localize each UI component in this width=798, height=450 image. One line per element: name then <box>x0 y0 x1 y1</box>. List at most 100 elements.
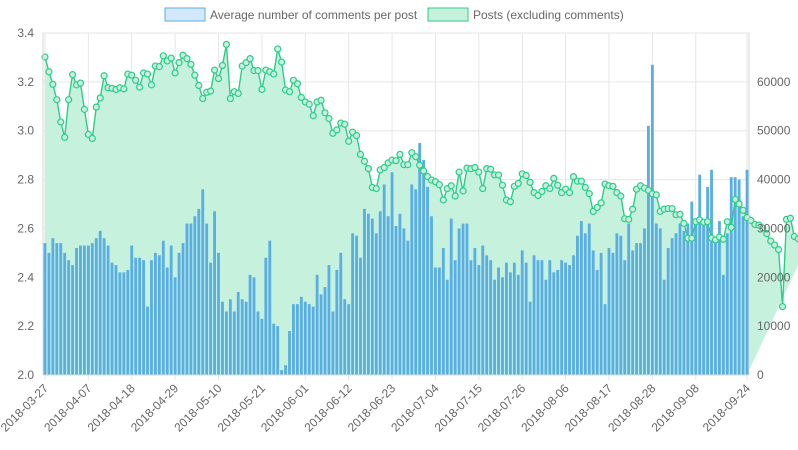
posts-point <box>128 71 136 79</box>
posts-point <box>416 161 424 169</box>
comments-bar <box>63 252 67 375</box>
comments-bar <box>556 269 560 375</box>
comments-bar <box>422 160 426 375</box>
comments-bar <box>714 238 717 375</box>
comments-bar <box>591 250 595 375</box>
y-left-tick-label: 2.6 <box>17 221 34 235</box>
comments-bar <box>654 223 658 375</box>
comments-bar <box>414 189 418 375</box>
comments-bar <box>110 262 114 375</box>
posts-point <box>88 134 96 143</box>
posts-point <box>45 68 53 76</box>
posts-point <box>147 81 156 89</box>
comments-bar <box>284 365 287 375</box>
comments-bar <box>94 238 98 375</box>
posts-point <box>199 94 207 103</box>
comments-bar <box>122 272 126 375</box>
posts-point <box>325 114 333 123</box>
comments-bar <box>505 262 508 375</box>
comments-bar <box>619 235 623 375</box>
comments-bar <box>75 247 78 375</box>
comments-bar <box>516 274 520 375</box>
posts-point <box>404 161 412 169</box>
comments-bar <box>205 223 209 375</box>
posts-point <box>723 218 731 226</box>
posts-point <box>372 185 380 193</box>
comments-bar <box>599 252 603 375</box>
legend-item-comments[interactable]: Average number of comments per post <box>164 7 418 22</box>
legend-label: Posts (excluding comments) <box>473 8 624 22</box>
posts-point <box>609 182 617 190</box>
comments-bar <box>150 260 153 375</box>
comments-bar <box>363 208 366 375</box>
posts-point <box>76 79 85 87</box>
comments-bar <box>524 262 528 375</box>
comments-bar <box>213 211 216 375</box>
comments-bar <box>102 238 106 375</box>
posts-point <box>136 83 144 91</box>
comments-bar <box>426 186 429 375</box>
posts-point <box>360 157 369 165</box>
y-right-tick-label: 20000 <box>757 270 791 284</box>
posts-point <box>183 55 191 63</box>
comments-bar <box>572 255 575 375</box>
comments-bar <box>737 179 741 375</box>
comments-bar <box>473 247 477 375</box>
posts-point <box>412 153 420 161</box>
comments-bar <box>272 323 276 375</box>
comments-bar <box>639 243 642 375</box>
posts-point <box>447 182 455 190</box>
y-right-tick-label: 60000 <box>757 75 791 89</box>
comments-bar <box>224 311 228 375</box>
comments-bar <box>90 243 94 375</box>
comments-bar <box>485 255 489 375</box>
comments-bar <box>71 265 74 375</box>
comments-bar <box>540 260 544 375</box>
comments-bar <box>276 326 280 375</box>
posts-point <box>207 87 215 95</box>
posts-point <box>581 183 589 192</box>
legend-item-posts[interactable]: Posts (excluding comments) <box>427 7 624 22</box>
comments-bar <box>623 260 627 375</box>
comments-bar <box>532 255 536 375</box>
comments-bar <box>678 223 682 375</box>
posts-point <box>585 190 593 198</box>
comments-bar <box>98 230 102 375</box>
posts-point <box>617 192 625 200</box>
posts-point <box>270 70 278 78</box>
posts-point <box>278 58 286 66</box>
comments-bar <box>193 216 197 375</box>
posts-point <box>195 81 203 90</box>
comments-bar <box>536 260 540 375</box>
posts-point <box>550 174 558 182</box>
posts-point <box>57 118 65 126</box>
posts-point <box>92 103 100 111</box>
comments-bar <box>292 304 295 375</box>
posts-point <box>459 187 467 195</box>
posts-point <box>652 191 660 199</box>
comments-bar <box>694 218 698 375</box>
posts-point <box>577 177 585 185</box>
comments-bar <box>729 177 733 375</box>
comments-bar <box>244 301 248 375</box>
comments-bar <box>268 240 272 375</box>
comments-bar <box>161 240 165 375</box>
comments-bar <box>441 247 445 375</box>
posts-point <box>727 223 735 231</box>
posts-point <box>597 199 605 207</box>
posts-point <box>420 167 428 175</box>
posts-line-layer <box>41 40 798 311</box>
comments-bar <box>359 257 362 375</box>
posts-point <box>759 224 767 232</box>
posts-point <box>735 200 743 208</box>
comments-bar <box>343 299 347 375</box>
comments-bar <box>43 243 47 375</box>
comments-bar <box>221 301 224 375</box>
comments-bar <box>548 260 552 375</box>
posts-point <box>794 235 798 243</box>
posts-point <box>246 55 254 63</box>
posts-point <box>143 70 152 78</box>
posts-point <box>293 80 301 88</box>
comments-bar <box>366 213 370 375</box>
